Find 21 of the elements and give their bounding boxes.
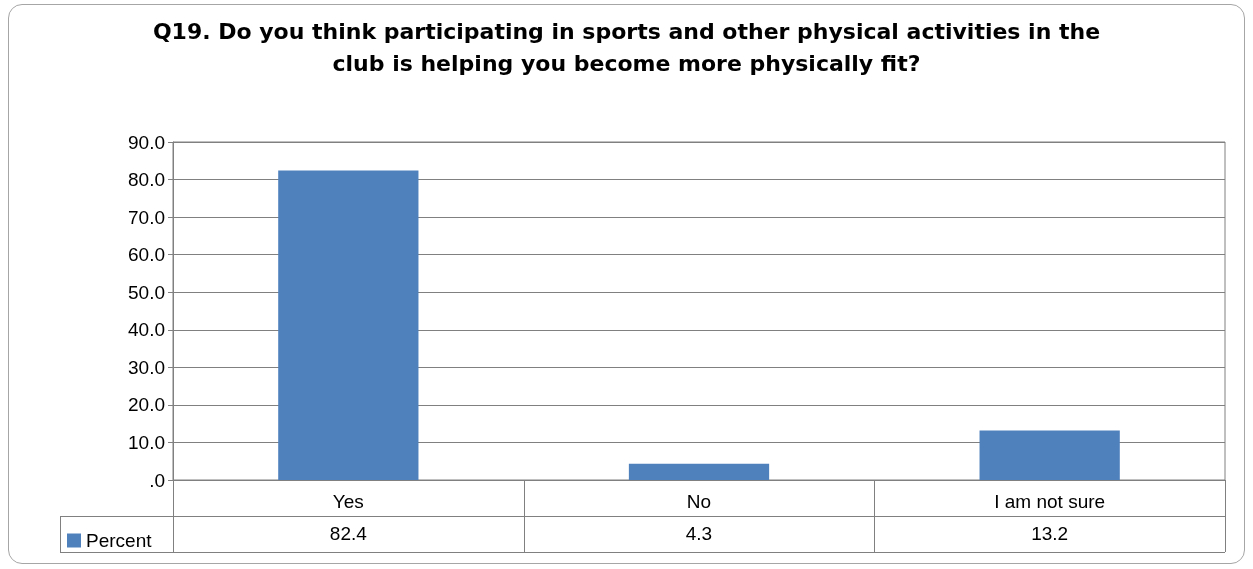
bar (979, 430, 1120, 480)
bar (278, 170, 419, 480)
y-tick-label: 50.0 (128, 281, 165, 303)
y-tick-label: .0 (149, 469, 165, 491)
x-tick-label: No (686, 491, 712, 512)
data-label: 82.4 (328, 522, 368, 546)
x-tick-label: Yes (332, 491, 364, 512)
y-tick-label: 70.0 (128, 206, 165, 228)
y-tick-label: 40.0 (128, 319, 165, 341)
y-tick-label: 10.0 (128, 431, 165, 453)
y-tick-label: 90.0 (128, 131, 165, 153)
y-tick-label: 20.0 (128, 394, 165, 416)
y-tick-label: 80.0 (128, 169, 165, 191)
data-label: 4.3 (684, 522, 714, 546)
legend-label: Percent (86, 530, 153, 551)
y-tick-label: 30.0 (128, 356, 165, 378)
x-tick-label: I am not sure (994, 491, 1106, 512)
chart-title: Q19. Do you think participating in sports and other physical activities in the club is helping you become more physically fit? (151, 18, 1102, 78)
bar (628, 463, 770, 480)
data-label: 13.2 (1030, 522, 1070, 546)
y-tick-label: 60.0 (128, 244, 165, 266)
